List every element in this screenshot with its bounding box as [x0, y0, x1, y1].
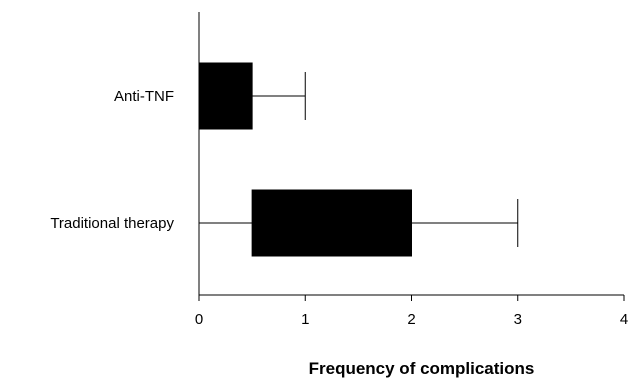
x-tick-label: 2	[407, 311, 415, 328]
x-tick-label: 3	[514, 311, 522, 328]
x-ticks: 0 1 2 3 4	[195, 295, 628, 328]
box-group	[198, 189, 519, 257]
x-tick-label: 1	[301, 311, 309, 328]
category-labels: Anti-TNF Traditional therapy	[50, 88, 174, 232]
box-group	[198, 62, 306, 130]
x-axis-title: Frequency of complications	[309, 359, 535, 378]
box	[251, 189, 412, 257]
box	[198, 62, 253, 130]
boxes	[198, 62, 519, 257]
x-tick-label: 0	[195, 311, 203, 328]
x-tick-label: 4	[620, 311, 628, 328]
category-label: Traditional therapy	[50, 215, 174, 232]
category-label: Anti-TNF	[114, 88, 174, 105]
